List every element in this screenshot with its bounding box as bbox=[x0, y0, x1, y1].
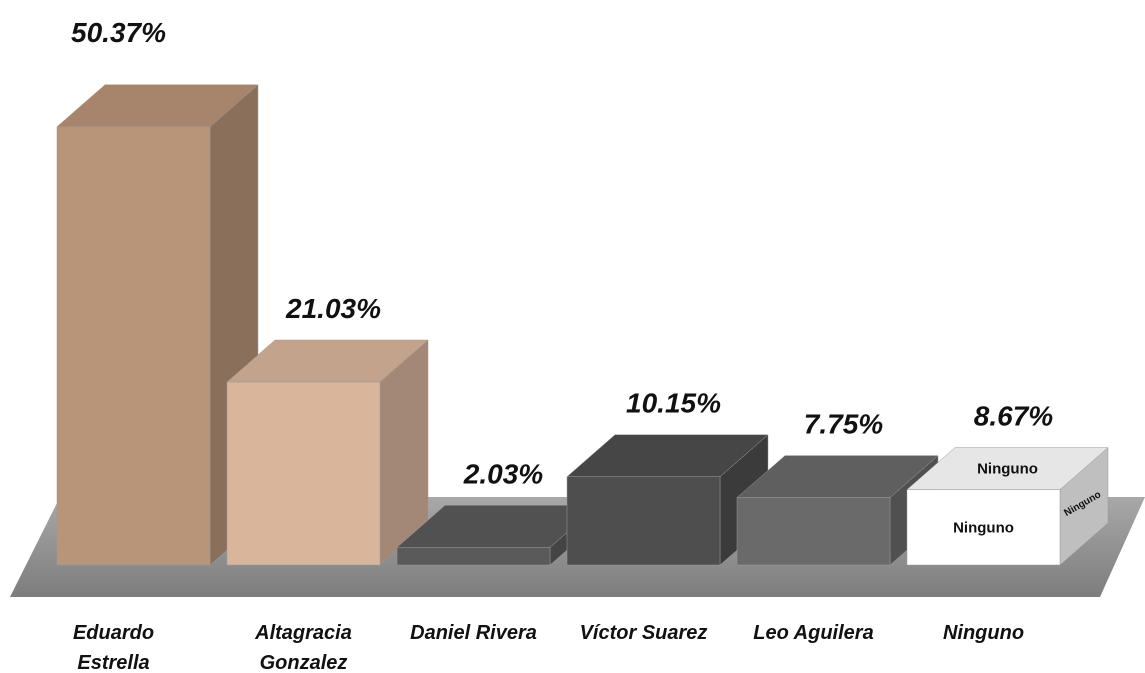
bar-box bbox=[227, 340, 428, 565]
bar bbox=[227, 382, 380, 565]
category-label: Víctor Suarez bbox=[569, 618, 719, 648]
value-label: 2.03% bbox=[463, 458, 543, 489]
category-label: Leo Aguilera bbox=[739, 618, 889, 648]
category-label: Eduardo Estrella bbox=[39, 618, 189, 673]
bar bbox=[567, 477, 720, 565]
value-label: 8.67% bbox=[974, 401, 1053, 432]
value-label: 10.15% bbox=[626, 388, 721, 419]
category-label: Altagracia Gonzalez bbox=[229, 618, 379, 673]
chart: 50.37% 21.03% 2.03% 10.15% 7.75% 8.67% Ninguno… bbox=[0, 0, 1145, 673]
box-label: Ninguno bbox=[977, 461, 1038, 478]
value-label: 50.37% bbox=[71, 17, 166, 48]
category-label: Daniel Rivera bbox=[399, 618, 549, 648]
bar bbox=[57, 127, 210, 565]
bar bbox=[737, 498, 890, 565]
box-label: Ninguno bbox=[953, 519, 1014, 536]
value-label: 7.75% bbox=[804, 409, 883, 440]
chart-canvas: 50.37% 21.03% 2.03% 10.15% 7.75% 8.67% Ninguno… bbox=[0, 0, 1145, 673]
value-label: 21.03% bbox=[285, 293, 381, 324]
bar bbox=[397, 547, 550, 565]
category-label: Ninguno bbox=[909, 618, 1059, 648]
